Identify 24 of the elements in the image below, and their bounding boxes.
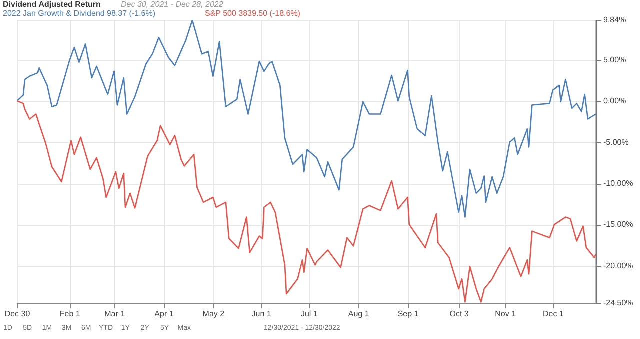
x-tick-label: Dec 1 bbox=[542, 310, 564, 318]
chart-title: Dividend Adjusted Return bbox=[3, 0, 102, 9]
text: 2022 Jan Growth & Dividend 98.37 (-1.6%) bbox=[3, 9, 156, 18]
x-tick-label: Jun 1 bbox=[252, 310, 272, 318]
y-tick-label: -10.00% bbox=[604, 179, 634, 188]
x-tick-label: Feb 1 bbox=[60, 310, 81, 318]
y-tick-label: 0.00% bbox=[604, 96, 626, 106]
x-tick-label: Jul 1 bbox=[300, 310, 318, 318]
x-tick-label: Aug 1 bbox=[348, 310, 370, 318]
y-tick-label: 5.00% bbox=[604, 55, 626, 64]
y-tick-label: -24.50% bbox=[604, 298, 634, 308]
x-tick-label: Nov 1 bbox=[495, 310, 517, 318]
text: S&P 500 3839.50 (-18.6%) bbox=[205, 9, 301, 18]
x-tick-label: May 2 bbox=[202, 310, 226, 318]
x-tick-label: Oct 3 bbox=[450, 310, 470, 318]
chart-subtitle: Dec 30, 2021 - Dec 28, 2022 bbox=[121, 0, 224, 9]
y-tick-label: -15.00% bbox=[604, 220, 634, 230]
x-tick-label: Apr 1 bbox=[154, 310, 174, 318]
x-tick-label: Dec 30 bbox=[4, 310, 31, 318]
y-tick-label: -5.00% bbox=[604, 138, 629, 147]
x-tick-label: Mar 1 bbox=[104, 310, 126, 318]
y-tick-label: -20.00% bbox=[604, 261, 634, 270]
y-tick-label: 9.84% bbox=[604, 16, 626, 24]
x-tick-label: Sep 1 bbox=[398, 310, 420, 318]
